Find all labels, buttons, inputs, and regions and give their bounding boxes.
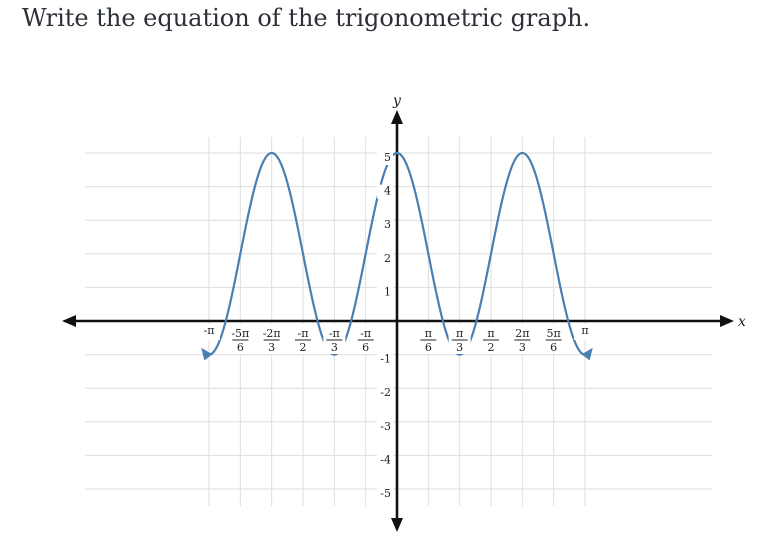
x-tick-label: π6: [417, 324, 440, 354]
x-tick-numerator: 2π: [515, 327, 529, 340]
x-axis-label: x: [738, 314, 746, 330]
x-tick-label: -2π3: [260, 324, 283, 354]
x-tick-value: -π: [204, 324, 215, 337]
x-tick-label: π: [573, 324, 596, 340]
y-tick-value: 3: [384, 218, 391, 231]
tick-label-bg: [573, 324, 596, 340]
tick-label-bg: [377, 453, 393, 468]
tick-labels: -π -5π6-2π3-π2-π3-π6π6π3π22π35π6π54321-1-…: [198, 151, 596, 501]
tick-label-bg: [354, 324, 377, 354]
x-tick-denominator: 3: [519, 341, 526, 354]
y-tick-label: -4: [377, 453, 393, 468]
tick-label-bg: [377, 419, 393, 434]
tick-label-bg: [377, 386, 393, 401]
x-tick-label: -π6: [354, 324, 377, 354]
x-tick-label: 2π3: [511, 324, 534, 354]
x-tick-label: π2: [480, 324, 503, 354]
function-curve: [202, 151, 592, 356]
y-tick-value: -1: [380, 353, 391, 366]
x-tick-numerator: -π: [298, 327, 309, 340]
tick-label-bg: [377, 184, 393, 199]
tick-label-bg: [377, 218, 393, 233]
y-axis-arrow-up: [391, 110, 403, 124]
y-tick-label: 5: [377, 151, 393, 165]
question-text: Write the equation of the trigonometric …: [22, 4, 591, 32]
y-axis-label: y: [392, 93, 402, 109]
tick-label-bg: [260, 324, 283, 354]
y-tick-value: -2: [380, 386, 391, 399]
x-tick-denominator: 6: [237, 341, 244, 354]
x-tick-numerator: -2π: [263, 327, 281, 340]
tick-label-bg: [377, 487, 393, 501]
x-tick-numerator: -π: [329, 327, 340, 340]
y-tick-value: -5: [380, 487, 391, 500]
x-tick-numerator: -5π: [231, 327, 249, 340]
y-tick-value: -4: [380, 453, 391, 466]
x-tick-denominator: 3: [331, 341, 338, 354]
tick-label-bg: [291, 324, 314, 354]
tick-label-bg: [542, 324, 565, 354]
x-tick-label: -π2: [291, 324, 314, 354]
y-tick-label: -5: [377, 487, 393, 501]
tick-label-bg: [229, 324, 252, 354]
curve-arrow-left: [201, 347, 213, 361]
x-tick-denominator: 3: [456, 341, 463, 354]
y-tick-label: -3: [377, 419, 393, 434]
y-tick-label: 4: [377, 184, 393, 199]
x-tick-denominator: 6: [362, 341, 369, 354]
y-tick-value: 5: [384, 151, 391, 164]
x-tick-denominator: 3: [268, 341, 275, 354]
x-tick-numerator: π: [456, 327, 463, 340]
curve-arrow-right: [581, 347, 593, 361]
tick-label-bg: [511, 324, 534, 354]
tick-label-bg: [377, 285, 393, 300]
tick-label-bg: [448, 324, 471, 354]
y-tick-label: 1: [377, 285, 393, 300]
y-tick-label: -2: [377, 386, 393, 401]
x-tick-value: π: [581, 324, 588, 337]
x-tick-numerator: 5π: [547, 327, 561, 340]
x-tick-denominator: 2: [299, 341, 306, 354]
x-tick-label: 5π6: [542, 324, 565, 354]
tick-label-bg: [198, 324, 221, 340]
x-axis-arrow-right: [720, 315, 734, 327]
y-tick-value: -3: [380, 420, 391, 433]
x-tick-denominator: 6: [425, 341, 432, 354]
x-tick-numerator: -π: [360, 327, 371, 340]
x-tick-denominator: 2: [488, 341, 495, 354]
y-axis-arrow-down: [391, 518, 403, 532]
y-tick-value: 1: [384, 285, 391, 298]
curve-layer: [201, 151, 593, 361]
x-axis-arrow-left: [62, 315, 76, 327]
x-tick-label: -5π6: [229, 324, 252, 354]
tick-label-bg: [377, 352, 393, 367]
y-tick-label: -1: [377, 352, 393, 367]
x-tick-label: -π3: [323, 324, 346, 354]
tick-label-bg: [480, 324, 503, 354]
tick-label-bg: [377, 251, 393, 266]
tick-label-bg: [323, 324, 346, 354]
tick-label-bg: [417, 324, 440, 354]
x-tick-numerator: π: [425, 327, 432, 340]
axes: [62, 110, 734, 532]
x-tick-label: π3: [448, 324, 471, 354]
y-tick-label: 3: [377, 218, 393, 233]
x-tick-numerator: π: [487, 327, 494, 340]
y-tick-value: 2: [384, 252, 391, 265]
y-tick-value: 4: [384, 185, 391, 198]
x-tick-denominator: 6: [550, 341, 557, 354]
y-tick-label: 2: [377, 252, 393, 266]
tick-label-bg: [377, 151, 393, 165]
x-tick-label: -π: [198, 324, 221, 340]
